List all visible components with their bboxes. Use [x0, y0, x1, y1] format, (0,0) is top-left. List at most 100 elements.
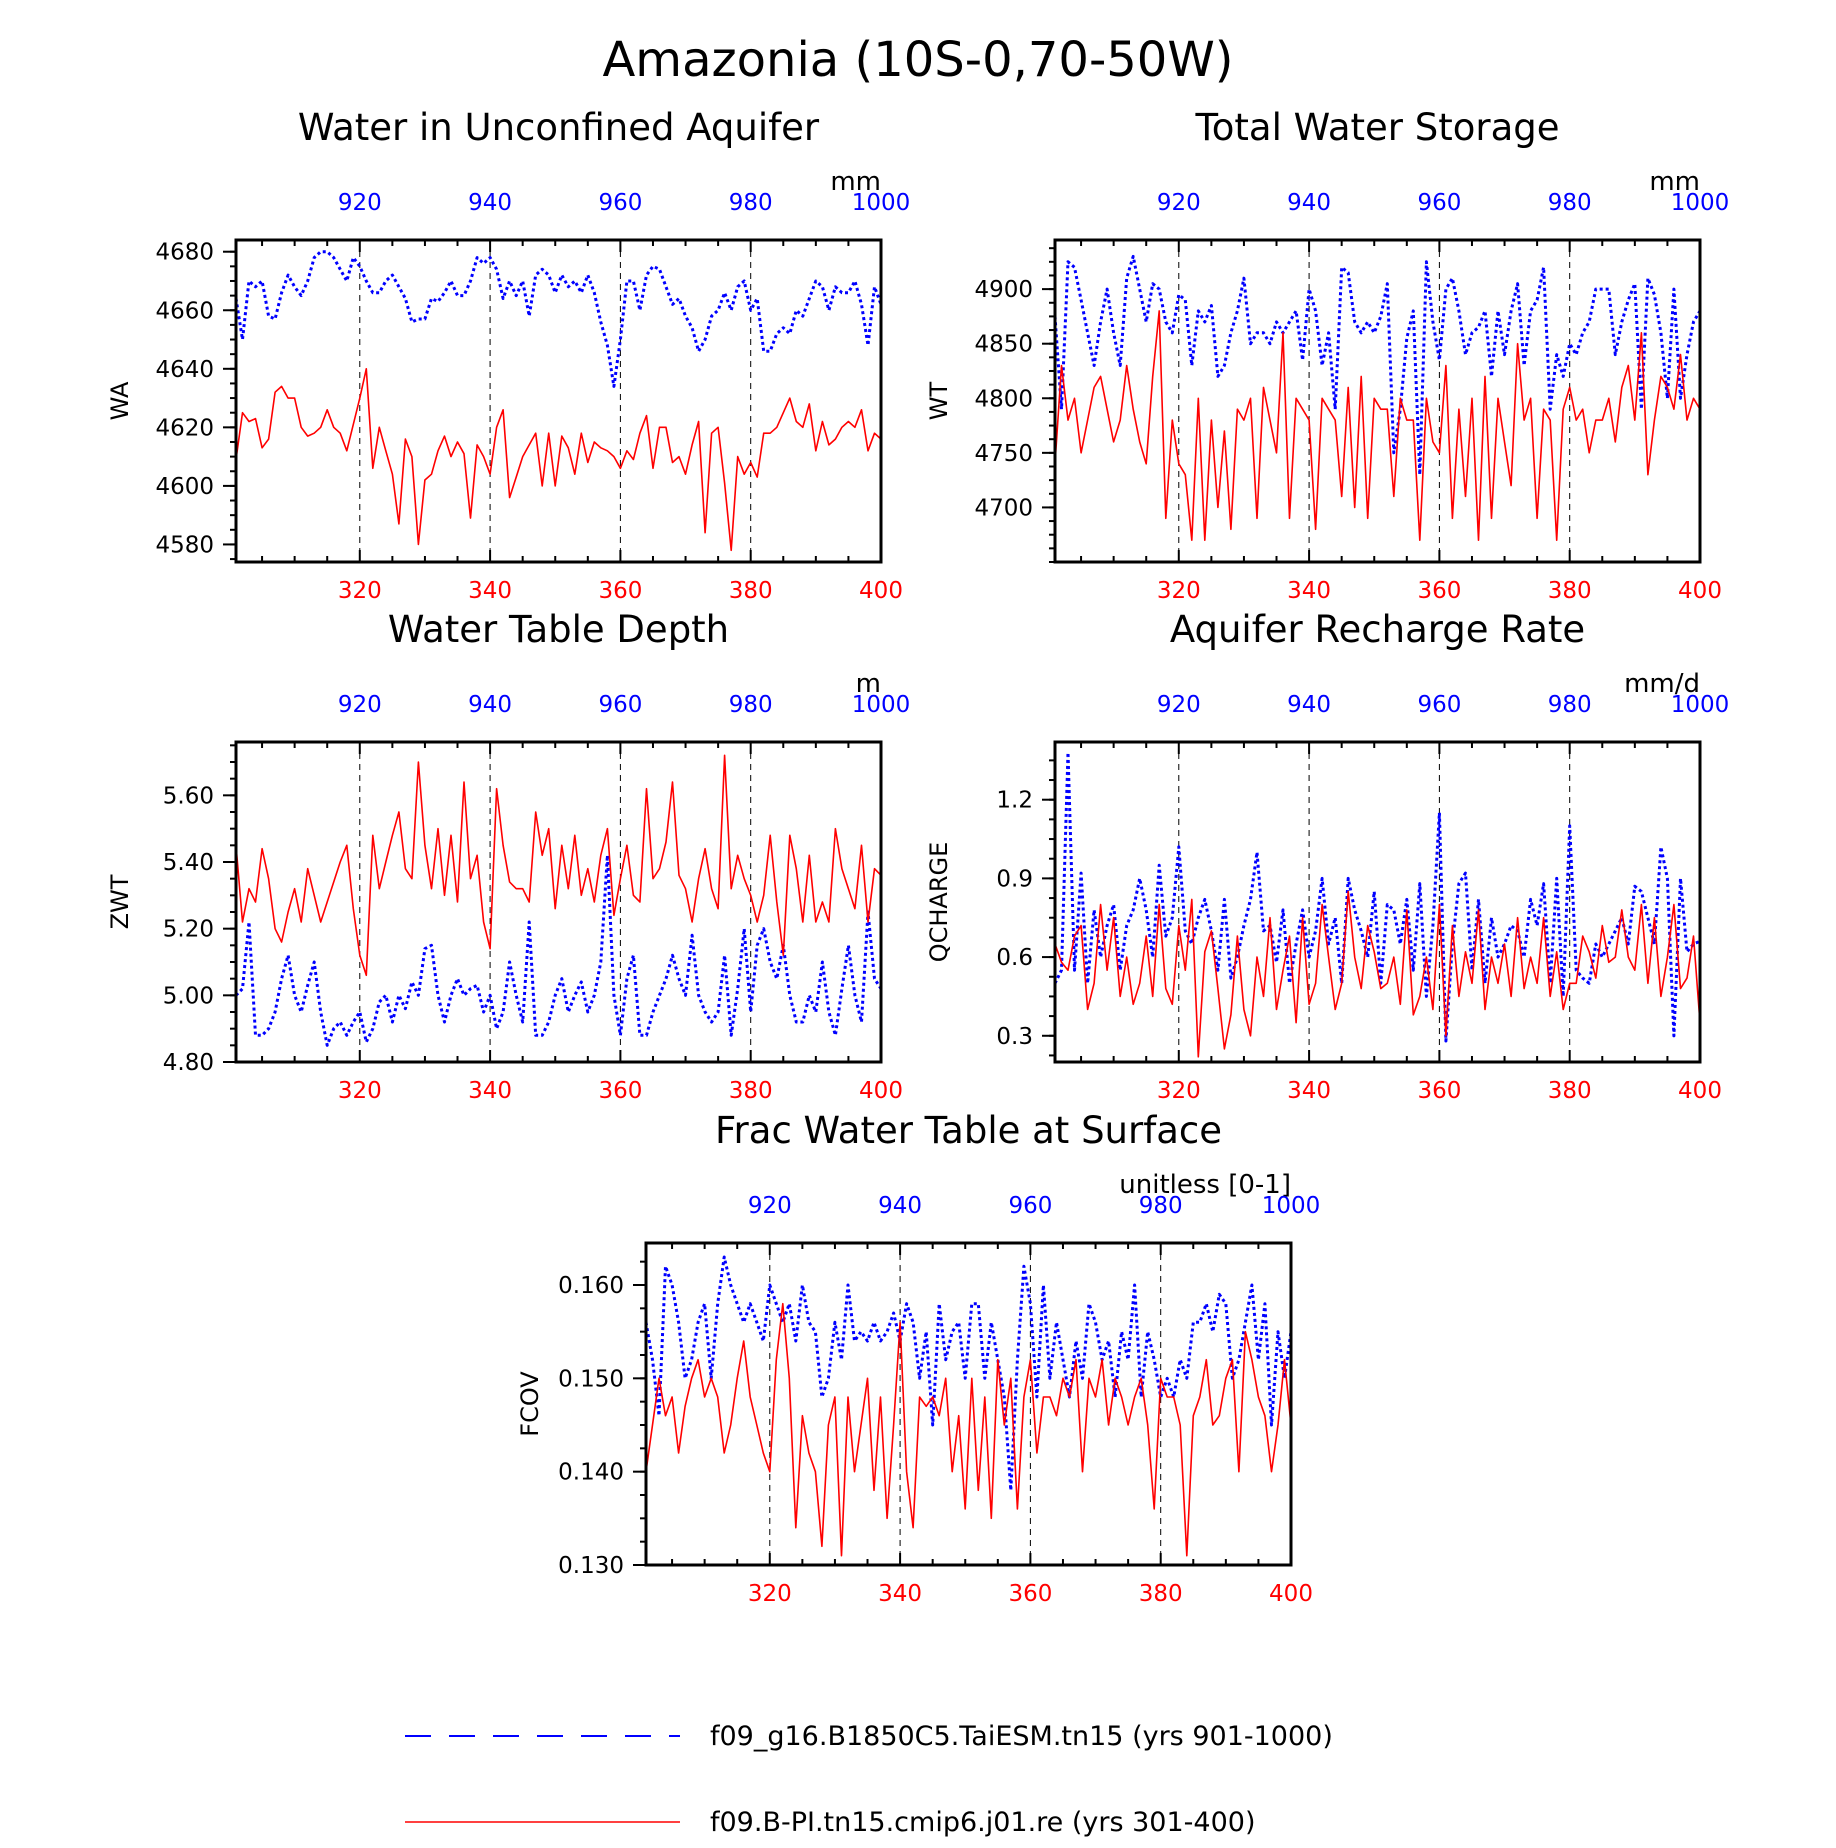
x-top-tick-label: 960 — [598, 190, 642, 216]
x-top-tick-label: 940 — [468, 692, 512, 718]
x-tick-label: 320 — [1157, 1078, 1201, 1104]
x-tick-label: 380 — [1139, 1581, 1183, 1607]
x-top-tick-label: 920 — [338, 190, 382, 216]
x-tick-label: 320 — [338, 1078, 382, 1104]
x-tick-label: 360 — [598, 1078, 642, 1104]
y-tick-label: 0.130 — [558, 1553, 624, 1579]
y-axis-label: FCOV — [516, 1371, 544, 1437]
y-axis-label: WT — [925, 381, 953, 420]
x-top-tick-label: 980 — [729, 692, 773, 718]
series-line-taiesm — [234, 250, 883, 388]
legend-label-1: f09_g16.B1850C5.TaiESM.tn15 (yrs 901-100… — [710, 1721, 1333, 1752]
y-tick-label: 4660 — [155, 298, 214, 324]
x-tick-label: 380 — [729, 1078, 773, 1104]
panel-4: Aquifer Recharge Rate mm/d QCHARGE 320 340 36… — [925, 608, 1729, 1104]
page-title: Amazonia (10S-0,70-50W) — [602, 32, 1233, 88]
panel-title: Water in Unconfined Aquifer — [298, 106, 820, 149]
plot-frame — [644, 1241, 1293, 1567]
series-line-taiesm — [234, 853, 883, 1047]
x-top-tick-label: 960 — [1417, 692, 1461, 718]
panels: Water in Unconfined Aquifer mm WA 320 340 360… — [106, 106, 1729, 1607]
x-top-tick-label: 920 — [748, 1193, 792, 1219]
x-top-tick-label: 960 — [598, 692, 642, 718]
panel-5: Frac Water Table at Surface unitless [0-1… — [516, 1109, 1320, 1607]
series-line-taiesm — [1053, 254, 1702, 477]
panel-title: Frac Water Table at Surface — [715, 1109, 1222, 1152]
x-tick-label: 340 — [1287, 578, 1331, 604]
x-tick-label: 320 — [1157, 578, 1201, 604]
x-tick-label: 400 — [1269, 1581, 1313, 1607]
y-tick-label: 4750 — [974, 441, 1033, 467]
panel-title: Aquifer Recharge Rate — [1170, 608, 1585, 651]
x-top-tick-label: 980 — [1139, 1193, 1183, 1219]
y-tick-label: 4600 — [155, 474, 214, 500]
y-tick-label: 5.60 — [163, 783, 214, 809]
x-top-tick-label: 960 — [1008, 1193, 1052, 1219]
legend: f09_g16.B1850C5.TaiESM.tn15 (yrs 901-100… — [405, 1721, 1333, 1838]
series-line-taiesm — [1053, 751, 1701, 1043]
x-tick-label: 400 — [859, 1078, 903, 1104]
panel-title: Total Water Storage — [1194, 106, 1559, 149]
x-tick-label: 340 — [468, 1078, 512, 1104]
x-tick-label: 380 — [729, 578, 773, 604]
x-top-tick-label: 1000 — [852, 692, 911, 718]
units-label: mm — [1649, 167, 1700, 197]
x-top-tick-label: 1000 — [1671, 190, 1730, 216]
series-line-taiesm — [644, 1255, 1293, 1492]
y-tick-label: 5.40 — [163, 850, 214, 876]
x-tick-label: 360 — [1417, 578, 1461, 604]
y-tick-label: 0.9 — [996, 866, 1033, 892]
panel-2: Total Water Storage mm WT 320 340 360 380 400 92… — [925, 106, 1729, 604]
x-tick-label: 320 — [338, 578, 382, 604]
plot-frame — [1053, 740, 1702, 1064]
units-label: m — [856, 669, 881, 699]
y-tick-label: 4640 — [155, 357, 214, 383]
plot-frame — [234, 740, 883, 1064]
units-label: unitless [0-1] — [1119, 1170, 1291, 1200]
y-tick-label: 0.160 — [558, 1273, 624, 1299]
x-top-tick-label: 960 — [1417, 190, 1461, 216]
units-label: mm/d — [1624, 669, 1700, 699]
x-tick-label: 360 — [598, 578, 642, 604]
x-top-tick-label: 1000 — [852, 190, 911, 216]
y-tick-label: 4700 — [974, 495, 1033, 521]
y-tick-label: 4680 — [155, 240, 214, 266]
x-tick-label: 340 — [878, 1581, 922, 1607]
y-axis-label: ZWT — [106, 874, 134, 929]
series-line-cmip6 — [1054, 890, 1701, 1058]
units-label: mm — [830, 167, 881, 197]
x-top-tick-label: 1000 — [1262, 1193, 1321, 1219]
x-top-tick-label: 920 — [338, 692, 382, 718]
x-top-tick-label: 940 — [1287, 190, 1331, 216]
y-tick-label: 4580 — [155, 532, 214, 558]
y-tick-label: 4850 — [974, 332, 1033, 358]
plot-frame — [234, 238, 883, 564]
x-tick-label: 380 — [1548, 1078, 1592, 1104]
x-tick-label: 400 — [1678, 578, 1722, 604]
x-top-tick-label: 980 — [1548, 190, 1592, 216]
x-tick-label: 340 — [468, 578, 512, 604]
x-top-tick-label: 920 — [1157, 190, 1201, 216]
x-top-tick-label: 1000 — [1671, 692, 1730, 718]
x-tick-label: 340 — [1287, 1078, 1331, 1104]
y-tick-label: 0.3 — [996, 1024, 1033, 1050]
x-top-tick-label: 940 — [878, 1193, 922, 1219]
panel-title: Water Table Depth — [388, 608, 729, 651]
x-top-tick-label: 940 — [468, 190, 512, 216]
series-line-cmip6 — [645, 1302, 1292, 1557]
y-tick-label: 4900 — [974, 277, 1033, 303]
panel-3: Water Table Depth m ZWT 320 340 360 380 400 920 9… — [106, 608, 910, 1104]
plot-frame — [1053, 238, 1702, 564]
y-axis-label: WA — [106, 381, 134, 420]
x-top-tick-label: 980 — [729, 190, 773, 216]
x-tick-label: 360 — [1417, 1078, 1461, 1104]
y-tick-label: 5.00 — [163, 983, 214, 1009]
x-tick-label: 320 — [748, 1581, 792, 1607]
x-top-tick-label: 940 — [1287, 692, 1331, 718]
x-tick-label: 360 — [1008, 1581, 1052, 1607]
y-tick-label: 5.20 — [163, 917, 214, 943]
series-line-cmip6 — [235, 754, 882, 977]
y-tick-label: 4620 — [155, 415, 214, 441]
series-line-cmip6 — [235, 367, 882, 552]
